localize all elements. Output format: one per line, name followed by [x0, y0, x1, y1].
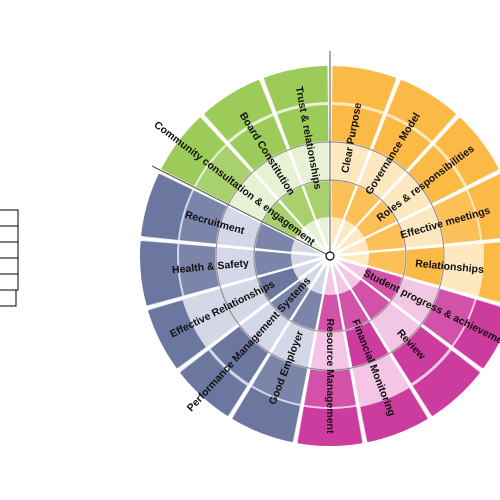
segment-outer-band: [232, 388, 300, 443]
segment-level-band: [422, 289, 475, 346]
segment-level-band: [399, 207, 443, 248]
segment-level-band: [254, 250, 293, 276]
legend-cell: [0, 209, 19, 227]
legend-row: [0, 241, 19, 259]
segment-level-band: [252, 354, 308, 405]
segment-outer-band: [263, 66, 328, 112]
segment-community-consultation-engagement: [157, 113, 332, 258]
legend-row: [0, 273, 19, 291]
segment-outer-band: [141, 173, 192, 240]
segment-level-band: [240, 303, 289, 352]
segment-level-band: [361, 267, 402, 301]
segment-level-band: [229, 115, 287, 170]
segment-level-band: [255, 223, 295, 252]
segment-outer-band: [387, 79, 457, 141]
legend-row: [0, 225, 19, 243]
segment-outer-band: [435, 117, 499, 186]
segment-outer-band: [297, 407, 363, 446]
segment-roles-responsibilities: [328, 113, 500, 258]
segment-level-band: [271, 322, 315, 367]
segment-level-band: [404, 247, 443, 286]
segment-level-band: [280, 186, 316, 227]
segment-label-resource-management: Resource Management: [324, 319, 336, 434]
segment-board-constitution: [199, 76, 332, 258]
segment-level-band: [304, 369, 356, 407]
segment-outer-band: [147, 300, 206, 369]
segment-level-band: [371, 303, 420, 352]
legend-row: [0, 289, 17, 307]
segment-level-band: [229, 173, 278, 221]
segment-level-band: [178, 244, 219, 296]
segment-level-band: [195, 145, 252, 204]
segment-level-band: [358, 151, 405, 199]
segment-level-band: [277, 105, 329, 149]
segment-outer-band: [478, 242, 500, 302]
segment-level-band: [392, 278, 439, 323]
segment-outer-band: [468, 174, 500, 240]
segment-level-band: [382, 173, 431, 221]
segment-level-band: [331, 105, 383, 149]
segment-level-band: [179, 190, 227, 244]
legend-cell: [0, 257, 19, 275]
segment-level-band: [317, 294, 343, 331]
segment-level-band: [291, 289, 323, 330]
segment-level-band: [330, 181, 357, 220]
legend-row: [0, 257, 19, 275]
segment-level-band: [373, 115, 431, 170]
segment-level-band: [258, 267, 299, 301]
wheel-segments: [138, 64, 500, 448]
wheel-axis-lines: [151, 51, 331, 257]
wheel-hub: [325, 251, 335, 261]
segment-level-band: [365, 223, 405, 252]
segment-level-band: [391, 326, 450, 384]
segment-level-band: [344, 186, 380, 227]
segment-level-band: [367, 250, 405, 276]
segment-level-band: [210, 326, 269, 384]
axis-line-left: [151, 165, 331, 257]
segment-level-band: [408, 145, 465, 204]
segment-level-band: [270, 279, 310, 320]
segment-outer-band: [140, 241, 182, 306]
segment-level-band: [345, 322, 389, 367]
segment-level-band: [350, 279, 390, 320]
segment-financial-monitoring: [328, 255, 433, 445]
segment-outer-band: [360, 388, 428, 443]
segment-outer-band: [412, 350, 481, 417]
segment-level-band: [331, 143, 370, 184]
segment-level-band: [303, 181, 330, 220]
legend-cell: [0, 241, 19, 259]
segment-recruitment: [139, 169, 331, 258]
legend-cell: [0, 225, 19, 243]
segment-level-band: [310, 331, 350, 369]
segment-level-band: [217, 207, 261, 248]
legend-cell: [0, 289, 17, 307]
segment-relationships: [329, 238, 500, 306]
segment-outer-band: [454, 300, 500, 369]
segment-level-band: [263, 201, 304, 239]
legend-cell: [0, 273, 19, 291]
segment-level-band: [356, 201, 397, 239]
segment-level-band: [337, 289, 369, 330]
segment-good-employer: [227, 255, 332, 445]
segment-resource-management: [293, 255, 367, 448]
segment-health-safety: [138, 236, 331, 310]
segment-level-band: [216, 247, 256, 286]
segment-outer-band: [161, 117, 225, 186]
segment-level-band: [433, 190, 481, 244]
segment-governance-model: [328, 76, 461, 258]
legend-row: [0, 209, 19, 227]
segment-level-band: [290, 143, 329, 184]
segment-performance-management-systems: [176, 254, 332, 420]
segment-outer-band: [203, 79, 273, 141]
segment-effective-meetings: [329, 169, 500, 258]
legend-table: [0, 209, 19, 307]
segment-student-progress-achievement: [329, 254, 500, 373]
segment-outer-band: [179, 350, 248, 417]
segment-outer-band: [332, 66, 397, 112]
segment-level-band: [255, 151, 302, 199]
